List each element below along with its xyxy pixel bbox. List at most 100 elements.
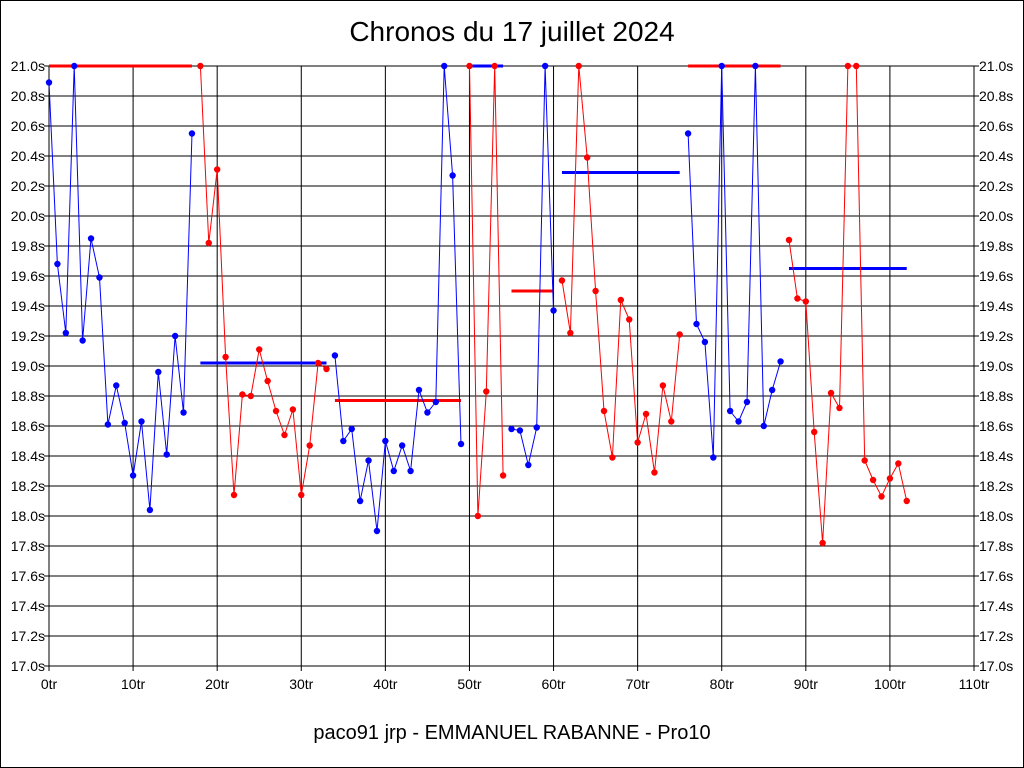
data-point — [525, 461, 532, 469]
data-point — [768, 386, 776, 394]
series-line — [334, 65, 462, 532]
data-point — [121, 419, 128, 427]
data-point — [113, 382, 120, 389]
data-point — [802, 298, 810, 305]
data-point — [348, 425, 355, 433]
data-point — [390, 467, 397, 475]
data-point — [777, 358, 784, 365]
data-point — [836, 404, 843, 412]
data-point — [726, 407, 734, 415]
data-point — [129, 472, 137, 479]
series-line — [561, 65, 681, 473]
y-tick-label-right: 17.0s — [979, 658, 1013, 674]
data-point — [298, 491, 305, 499]
y-tick-label-left: 18.2s — [11, 478, 45, 494]
data-point — [853, 62, 860, 70]
data-point — [197, 62, 204, 70]
data-point — [171, 332, 179, 340]
data-point — [508, 425, 515, 433]
data-point — [96, 274, 103, 281]
data-point — [382, 437, 389, 445]
data-point — [79, 337, 86, 344]
data-point — [684, 130, 692, 137]
data-point — [567, 329, 574, 337]
y-tick-label-left: 17.4s — [11, 598, 45, 614]
data-point — [272, 407, 280, 415]
data-point — [356, 497, 364, 505]
data-point — [239, 391, 246, 398]
series-line — [469, 65, 504, 517]
data-point — [869, 476, 877, 484]
data-point — [230, 491, 238, 499]
data-point — [861, 457, 868, 464]
y-tick-label-left: 19.0s — [11, 358, 45, 374]
data-point — [811, 428, 818, 436]
x-tick-label: 90tr — [794, 676, 818, 692]
data-point — [575, 62, 582, 70]
data-point — [138, 418, 145, 425]
data-point — [104, 421, 112, 428]
data-point — [592, 287, 599, 295]
data-point — [247, 392, 255, 400]
data-point — [794, 295, 801, 302]
x-tick-label: 110tr — [959, 676, 990, 692]
data-point — [895, 460, 902, 467]
data-point — [600, 407, 608, 415]
data-point — [398, 442, 406, 449]
y-tick-label-left: 19.8s — [11, 238, 45, 254]
y-tick-label-left: 20.4s — [11, 148, 45, 164]
data-point — [718, 62, 725, 70]
y-tick-label-right: 18.2s — [979, 478, 1013, 494]
data-point — [432, 398, 440, 406]
y-tick-label-right: 17.4s — [979, 598, 1013, 614]
y-tick-label-right: 20.8s — [979, 88, 1013, 104]
data-point — [659, 382, 667, 389]
data-point — [323, 365, 330, 373]
data-point — [188, 130, 196, 137]
x-tick-label: 70tr — [626, 676, 650, 692]
chart-footer: paco91 jrp - EMMANUEL RABANNE - Pro10 — [313, 722, 711, 744]
data-point — [710, 454, 717, 461]
y-tick-label-left: 19.6s — [11, 268, 45, 284]
data-point — [441, 62, 448, 70]
data-point — [676, 331, 683, 338]
y-tick-label-right: 20.6s — [979, 118, 1013, 134]
series-line — [687, 65, 782, 458]
data-point — [155, 368, 162, 376]
y-tick-label-right: 20.0s — [979, 208, 1013, 224]
y-tick-label-right: 17.6s — [979, 568, 1013, 584]
data-point — [365, 457, 372, 464]
x-tick-label: 0tr — [41, 676, 58, 692]
y-tick-label-left: 17.8s — [11, 538, 45, 554]
data-point — [449, 172, 456, 179]
y-tick-label-right: 17.2s — [979, 628, 1013, 644]
data-point — [457, 440, 465, 448]
y-tick-label-left: 19.2s — [11, 328, 45, 344]
data-point — [71, 62, 78, 70]
x-tick-label: 30tr — [289, 676, 313, 692]
data-point — [903, 497, 910, 505]
x-tick-label: 60tr — [541, 676, 565, 692]
data-point — [340, 437, 347, 445]
chart-title: Chronos du 17 juillet 2024 — [349, 16, 675, 47]
x-tick-label: 50tr — [457, 676, 481, 692]
y-tick-label-right: 18.4s — [979, 448, 1013, 464]
data-point — [499, 472, 507, 479]
y-tick-label-left: 20.0s — [11, 208, 45, 224]
data-point — [45, 79, 53, 86]
data-point — [373, 527, 381, 535]
data-point — [550, 307, 557, 314]
data-point — [693, 320, 700, 328]
x-tick-label: 20tr — [205, 676, 229, 692]
data-point — [743, 398, 751, 406]
data-point — [701, 338, 709, 346]
data-point — [541, 62, 549, 70]
data-point — [886, 475, 894, 482]
data-point — [222, 353, 229, 361]
data-point — [213, 166, 221, 173]
series-line — [48, 65, 193, 511]
data-point — [415, 386, 423, 394]
y-tick-label-left: 18.4s — [11, 448, 45, 464]
data-point — [331, 352, 339, 359]
y-tick-label-right: 17.8s — [979, 538, 1013, 554]
